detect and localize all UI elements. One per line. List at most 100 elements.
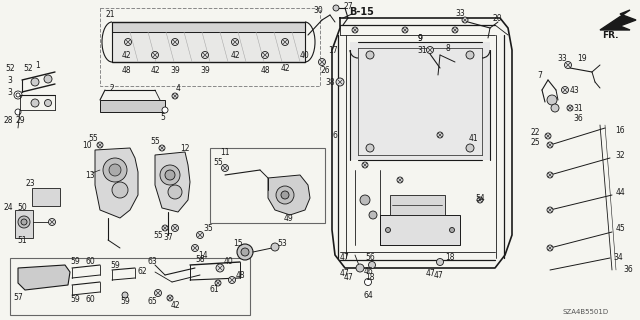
Text: 40: 40	[223, 258, 233, 267]
Text: 9: 9	[417, 34, 422, 43]
Text: 22: 22	[531, 127, 540, 137]
Text: 43: 43	[570, 85, 580, 94]
Text: 44: 44	[615, 188, 625, 196]
Circle shape	[159, 145, 165, 151]
Text: 3: 3	[8, 76, 12, 84]
Text: 7: 7	[538, 70, 543, 79]
Circle shape	[561, 86, 568, 93]
Circle shape	[402, 27, 408, 33]
Circle shape	[333, 5, 339, 11]
Circle shape	[336, 78, 344, 86]
Text: 18: 18	[445, 253, 455, 262]
Polygon shape	[155, 152, 190, 212]
Text: 24: 24	[3, 203, 13, 212]
Circle shape	[49, 219, 56, 226]
Text: 39: 39	[200, 66, 210, 75]
Text: 20: 20	[492, 13, 502, 22]
Circle shape	[172, 93, 178, 99]
Circle shape	[168, 185, 182, 199]
Text: 4: 4	[175, 84, 180, 92]
Text: 9: 9	[417, 34, 422, 43]
Text: 61: 61	[209, 285, 219, 294]
FancyBboxPatch shape	[350, 42, 490, 160]
Text: 46: 46	[363, 268, 373, 276]
Circle shape	[165, 170, 175, 180]
Text: 29: 29	[15, 116, 25, 124]
Bar	[390, 195, 445, 215]
Circle shape	[202, 52, 209, 59]
Text: 8: 8	[445, 44, 451, 52]
Text: 53: 53	[277, 238, 287, 247]
Text: 55: 55	[153, 230, 163, 239]
Text: 39: 39	[170, 66, 180, 75]
Circle shape	[437, 132, 443, 138]
Circle shape	[352, 27, 358, 33]
Circle shape	[162, 225, 168, 231]
Text: 37: 37	[163, 233, 173, 242]
Text: 13: 13	[85, 171, 95, 180]
Text: 49: 49	[283, 213, 293, 222]
Bar	[32, 188, 60, 206]
Circle shape	[216, 264, 224, 272]
Text: 48: 48	[121, 66, 131, 75]
Text: 42: 42	[121, 51, 131, 60]
Text: 51: 51	[17, 236, 27, 244]
Circle shape	[262, 52, 269, 59]
Text: 47: 47	[343, 274, 353, 283]
Circle shape	[44, 75, 52, 83]
Circle shape	[162, 107, 168, 113]
Circle shape	[122, 292, 128, 298]
Bar	[100, 100, 165, 112]
Text: 55: 55	[150, 137, 160, 146]
Circle shape	[18, 216, 30, 228]
Text: 59: 59	[110, 260, 120, 269]
Text: 54: 54	[475, 194, 485, 203]
Text: 35: 35	[203, 223, 213, 233]
Text: 30: 30	[313, 5, 323, 14]
Text: 28: 28	[3, 116, 13, 124]
Text: 2: 2	[109, 84, 115, 92]
Circle shape	[167, 295, 173, 301]
Text: 19: 19	[577, 53, 587, 62]
Text: 1: 1	[36, 60, 40, 69]
Circle shape	[154, 290, 161, 297]
Circle shape	[215, 280, 221, 286]
Circle shape	[547, 207, 553, 213]
Text: B-15: B-15	[349, 7, 374, 17]
Text: 21: 21	[105, 10, 115, 19]
Text: 31: 31	[573, 103, 583, 113]
Text: 65: 65	[147, 298, 157, 307]
Circle shape	[31, 99, 39, 107]
Text: 59: 59	[70, 258, 80, 267]
Circle shape	[15, 109, 21, 115]
Circle shape	[31, 78, 39, 86]
Circle shape	[547, 95, 557, 105]
Text: 23: 23	[25, 179, 35, 188]
Text: 42: 42	[170, 301, 180, 310]
Circle shape	[426, 46, 433, 53]
Text: 59: 59	[70, 295, 80, 305]
Circle shape	[319, 59, 326, 66]
Text: 14: 14	[198, 251, 208, 260]
Circle shape	[232, 38, 239, 45]
Text: 25: 25	[530, 138, 540, 147]
Text: 3: 3	[8, 87, 12, 97]
Circle shape	[362, 162, 368, 168]
Text: 47: 47	[433, 270, 443, 279]
Circle shape	[462, 17, 468, 23]
Text: 55: 55	[213, 157, 223, 166]
Text: 33: 33	[557, 53, 567, 62]
Text: 6: 6	[333, 131, 337, 140]
Circle shape	[97, 142, 103, 148]
Circle shape	[547, 172, 553, 178]
Bar	[10, 258, 250, 315]
Text: 15: 15	[233, 238, 243, 247]
Text: 27: 27	[343, 2, 353, 11]
Text: 18: 18	[365, 274, 375, 283]
Text: 48: 48	[260, 66, 270, 75]
Circle shape	[365, 278, 371, 285]
Circle shape	[112, 182, 128, 198]
Text: 10: 10	[82, 140, 92, 149]
Text: 47: 47	[425, 268, 435, 277]
Text: 63: 63	[147, 258, 157, 267]
